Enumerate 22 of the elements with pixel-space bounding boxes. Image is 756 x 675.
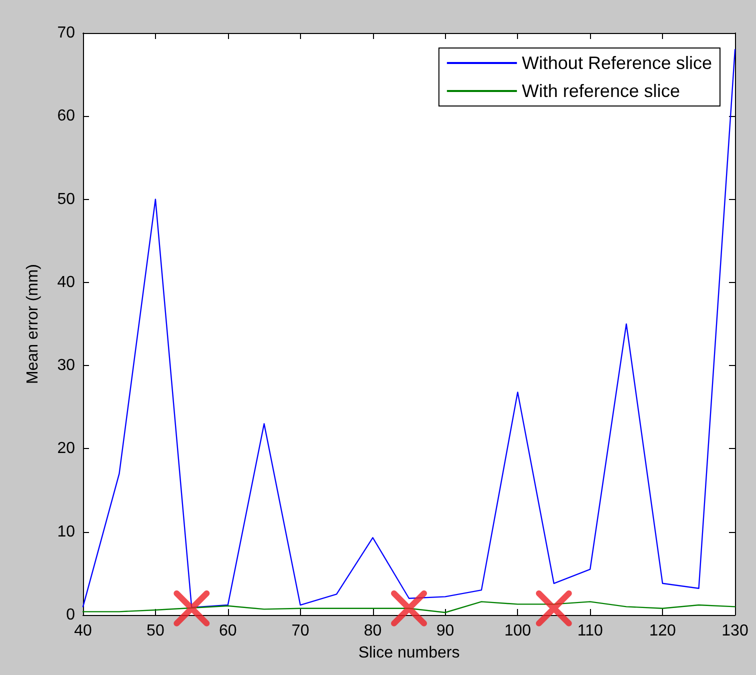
x-tick-label: 80 bbox=[364, 622, 382, 640]
y-tick-label: 20 bbox=[57, 440, 76, 458]
y-tick-label: 60 bbox=[57, 108, 76, 125]
y-axis-title: Mean error (mm) bbox=[24, 264, 42, 384]
legend-label: Without Reference slice bbox=[522, 53, 712, 73]
x-tick-label: 40 bbox=[74, 622, 92, 640]
y-tick-label: 70 bbox=[57, 24, 76, 42]
x-tick-label: 50 bbox=[146, 622, 164, 640]
x-tick-label: 90 bbox=[436, 622, 454, 640]
y-tick-label: 40 bbox=[57, 274, 76, 291]
y-tick-label: 30 bbox=[57, 357, 76, 374]
y-tick-label: 10 bbox=[57, 523, 76, 540]
x-tick-label: 130 bbox=[722, 622, 748, 640]
legend-label: With reference slice bbox=[522, 81, 680, 101]
x-tick-label: 60 bbox=[218, 622, 237, 640]
x-axis-title: Slice numbers bbox=[358, 644, 460, 662]
y-tick-label: 50 bbox=[57, 190, 76, 208]
x-tick-label: 120 bbox=[649, 622, 676, 640]
y-tick-label: 0 bbox=[66, 606, 76, 624]
x-tick-label: 100 bbox=[504, 622, 532, 640]
x-tick-label: 70 bbox=[291, 622, 310, 640]
x-tick-label: 110 bbox=[577, 622, 603, 640]
